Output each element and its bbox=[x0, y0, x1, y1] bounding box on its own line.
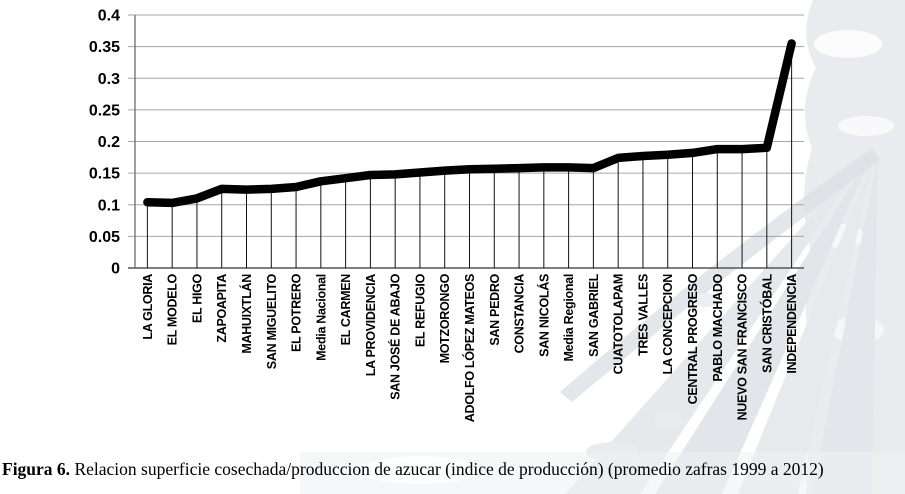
x-axis-category-label: LA CONCEPCION bbox=[661, 274, 675, 375]
y-axis-tick-label: 0.3 bbox=[98, 71, 120, 88]
y-axis-tick-label: 0.15 bbox=[89, 166, 120, 183]
x-axis-category-label: Media Regional bbox=[562, 274, 576, 361]
x-axis-category-label: MAHUIXTLÁN bbox=[239, 274, 254, 354]
x-axis-category-label: CENTRAL PROGRESO bbox=[686, 273, 700, 404]
y-axis-tick-label: 0 bbox=[111, 261, 120, 278]
x-axis-category-label: EL MODELO bbox=[166, 273, 180, 345]
x-axis-category-label: EL REFUGIO bbox=[413, 273, 427, 347]
x-axis-category-label: ADOLFO LÓPEZ MATEOS bbox=[462, 274, 477, 422]
chart-area: 0 0.05 0.1 0.15 0.2 0.25 0.3 0.35 0.4 LA GLORIA EL… bbox=[89, 8, 804, 422]
x-axis-category-label: CUATOTOLAPAM bbox=[612, 274, 626, 374]
x-axis-category-label: ZAPOAPITA bbox=[215, 274, 229, 343]
x-axis-category-label: EL HIGO bbox=[190, 273, 204, 323]
x-axis-category-label: Media Nacional bbox=[314, 274, 328, 361]
x-axis-category-label: SAN PEDRO bbox=[488, 273, 502, 345]
y-axis-tick-label: 0.1 bbox=[98, 197, 120, 214]
x-axis-category-label: SAN CRISTÓBAL bbox=[759, 273, 774, 373]
x-axis-category-label: LA PROVIDENCIA bbox=[364, 274, 378, 377]
x-axis-category-label: INDEPENDENCIA bbox=[785, 274, 799, 374]
production-index-line-chart: 0 0.05 0.1 0.15 0.2 0.25 0.3 0.35 0.4 LA GLORIA EL… bbox=[89, 8, 804, 422]
figure-caption-label: Figura 6. bbox=[2, 459, 71, 479]
x-axis-category-label: SAN GABRIEL bbox=[587, 273, 601, 356]
x-axis-category-label: EL POTRERO bbox=[290, 273, 304, 352]
x-axis-category-label: SAN JOSÉ DE ABAJO bbox=[388, 273, 403, 399]
x-axis-category-label: SAN NICOLÁS bbox=[536, 274, 551, 357]
x-axis-category-label: PABLO MACHADO bbox=[711, 273, 725, 381]
data-series-line bbox=[143, 39, 796, 208]
y-axis-tick-label: 0.25 bbox=[89, 102, 120, 119]
x-axis-category-label: CONSTANCIA bbox=[513, 274, 527, 354]
x-axis-category-label: MOTZORONGO bbox=[438, 273, 452, 363]
watermark-shapes bbox=[110, 0, 905, 494]
x-axis-category-label: SAN MIGUELITO bbox=[265, 273, 279, 369]
figure-caption: Figura 6. Relacion superficie cosechada/… bbox=[2, 459, 903, 481]
x-axis-category-label: NUEVO SAN FRANCISCO bbox=[736, 273, 750, 420]
y-axis-tick-label: 0.2 bbox=[98, 134, 120, 151]
y-axis-tick-label: 0.4 bbox=[98, 8, 120, 25]
figure-caption-text: Relacion superficie cosechada/produccion… bbox=[70, 459, 824, 479]
x-axis-category-label: EL CARMEN bbox=[339, 274, 353, 346]
x-axis-category-label: TRES VALLES bbox=[636, 274, 650, 356]
y-axis-tick-label: 0.35 bbox=[89, 39, 120, 56]
y-axis-tick-label: 0.05 bbox=[89, 229, 120, 246]
x-axis-category-label: LA GLORIA bbox=[141, 274, 155, 340]
